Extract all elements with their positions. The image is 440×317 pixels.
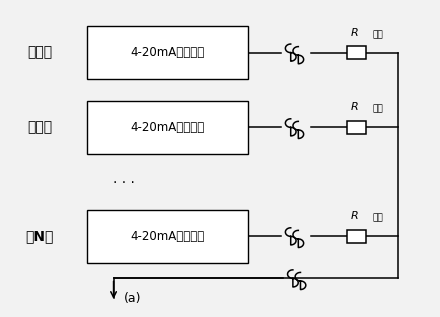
Text: $R$: $R$ (350, 26, 359, 38)
Text: $R$: $R$ (350, 210, 359, 221)
Text: $R$: $R$ (350, 100, 359, 113)
Text: (a): (a) (125, 292, 142, 305)
Text: 4-20mA输出信号: 4-20mA输出信号 (131, 121, 205, 134)
Text: . . .: . . . (114, 172, 136, 186)
Bar (88, 101, 248, 154)
Bar (347, 46, 367, 60)
Text: 4-20mA输出信号: 4-20mA输出信号 (131, 230, 205, 243)
Text: 第二路: 第二路 (27, 120, 52, 134)
Text: 线路: 线路 (372, 30, 383, 39)
Text: 第一路: 第一路 (27, 46, 52, 60)
Text: 4-20mA输出信号: 4-20mA输出信号 (131, 46, 205, 59)
Text: 线路: 线路 (372, 105, 383, 114)
Bar (347, 230, 367, 243)
Text: 第N路: 第N路 (26, 230, 54, 243)
Bar (347, 120, 367, 134)
Text: 线路: 线路 (372, 214, 383, 223)
Bar (88, 210, 248, 263)
Bar (88, 26, 248, 79)
